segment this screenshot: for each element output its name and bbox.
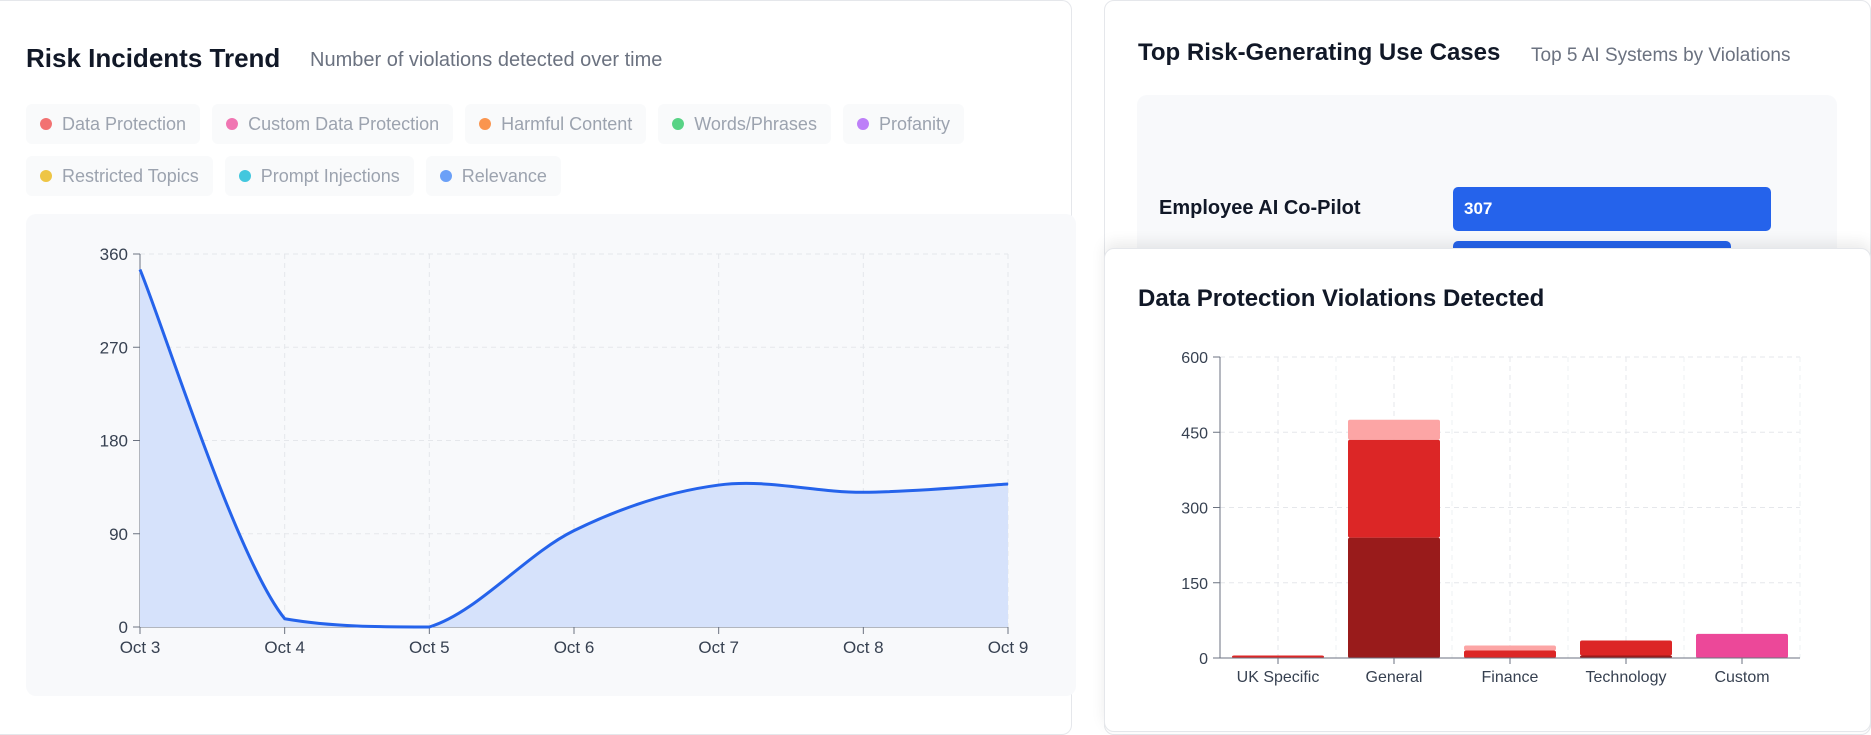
bar-segment [1696,633,1788,658]
x-tick-label: Technology [1586,669,1667,686]
legend-label: Profanity [878,113,950,134]
legend-dot-icon [226,118,239,130]
bar-segment [1348,537,1440,658]
top-use-cases-title: Top Risk-Generating Use Cases [1138,39,1501,66]
x-tick-label: Oct 7 [698,638,739,657]
legend-item[interactable]: Relevance [425,156,561,196]
legend-item[interactable]: Words/Phrases [658,104,831,144]
legend-dot-icon [40,118,52,130]
legend-item[interactable]: Harmful Content [465,104,647,144]
data-point [284,618,286,620]
legend-item[interactable]: Data Protection [26,104,201,144]
y-tick-label: 450 [1181,425,1208,442]
data-point [139,269,141,271]
use-case-bar[interactable]: 307 [1453,187,1771,231]
x-tick-label: Oct 8 [843,638,884,657]
data-point [1007,483,1009,485]
bar-segment [1232,655,1324,658]
legend-dot-icon [40,170,52,182]
x-tick-label: UK Specific [1237,669,1320,686]
bar-segment [1348,419,1440,440]
chart-legend: Data Protection Custom Data Protection Har… [26,104,1026,208]
bar-segment [1580,655,1672,658]
legend-label: Prompt Injections [260,165,400,186]
legend-item[interactable]: Prompt Injections [224,156,414,196]
data-point [718,484,720,486]
legend-dot-icon [856,118,869,130]
y-tick-label: 600 [1181,350,1208,367]
legend-label: Restricted Topics [62,165,199,186]
top-use-cases-subtitle: Top 5 AI Systems by Violations [1531,45,1791,66]
legend-label: Data Protection [62,113,187,134]
x-tick-label: Oct 5 [409,638,450,657]
area-fill [140,269,1008,627]
legend-label: Custom Data Protection [248,113,440,134]
legend-label: Harmful Content [501,113,633,134]
legend-label: Words/Phrases [694,113,817,134]
legend-dot-icon [479,118,492,130]
x-tick-label: Oct 3 [120,638,161,657]
risk-incidents-subtitle: Number of violations detected over time [310,49,663,71]
series-line [138,268,1009,629]
bar-segment [1580,640,1672,656]
data-point [428,626,430,628]
y-tick-label: 0 [1199,651,1208,668]
y-tick-label: 150 [1181,576,1208,593]
legend-dot-icon [672,118,685,130]
bar-segment [1348,439,1440,538]
bar-segment [1464,645,1556,651]
x-tick-label: General [1366,669,1423,686]
x-tick-label: Oct 4 [264,638,305,657]
legend-label: Relevance [461,165,547,186]
data-point [573,530,575,532]
legend-item[interactable]: Restricted Topics [26,156,213,196]
y-tick-label: 0 [119,618,128,637]
y-tick-label: 270 [100,338,128,357]
legend-dot-icon [238,170,251,182]
data-protection-title: Data Protection Violations Detected [1138,285,1545,312]
legend-item[interactable]: Profanity [842,104,964,144]
risk-incidents-title: Risk Incidents Trend [26,43,281,73]
use-cases-panel [1137,95,1837,265]
y-tick-label: 360 [100,245,128,264]
x-tick-label: Oct 9 [988,638,1029,657]
risk-trend-chart: 0 90 180 270 360 Oct 3 Oct 4 Oct 5 Oct 6 Oct 7 Oct… [100,245,1029,657]
x-tick-label: Oct 6 [554,638,595,657]
legend-dot-icon [439,170,452,182]
use-case-label: Employee AI Co-Pilot [1159,197,1361,219]
data-point [862,491,864,493]
x-tick-label: Finance [1482,669,1539,686]
bar-segment [1464,650,1556,658]
data-protection-chart: 0 150 300 450 600 UK Specific General Finance Te… [1181,350,1801,686]
y-tick-label: 180 [100,432,128,451]
y-tick-label: 90 [109,525,128,544]
use-case-value: 307 [1464,199,1493,218]
legend-item[interactable]: Custom Data Protection [212,104,454,144]
y-tick-label: 300 [1181,501,1208,518]
x-tick-label: Custom [1714,669,1769,686]
